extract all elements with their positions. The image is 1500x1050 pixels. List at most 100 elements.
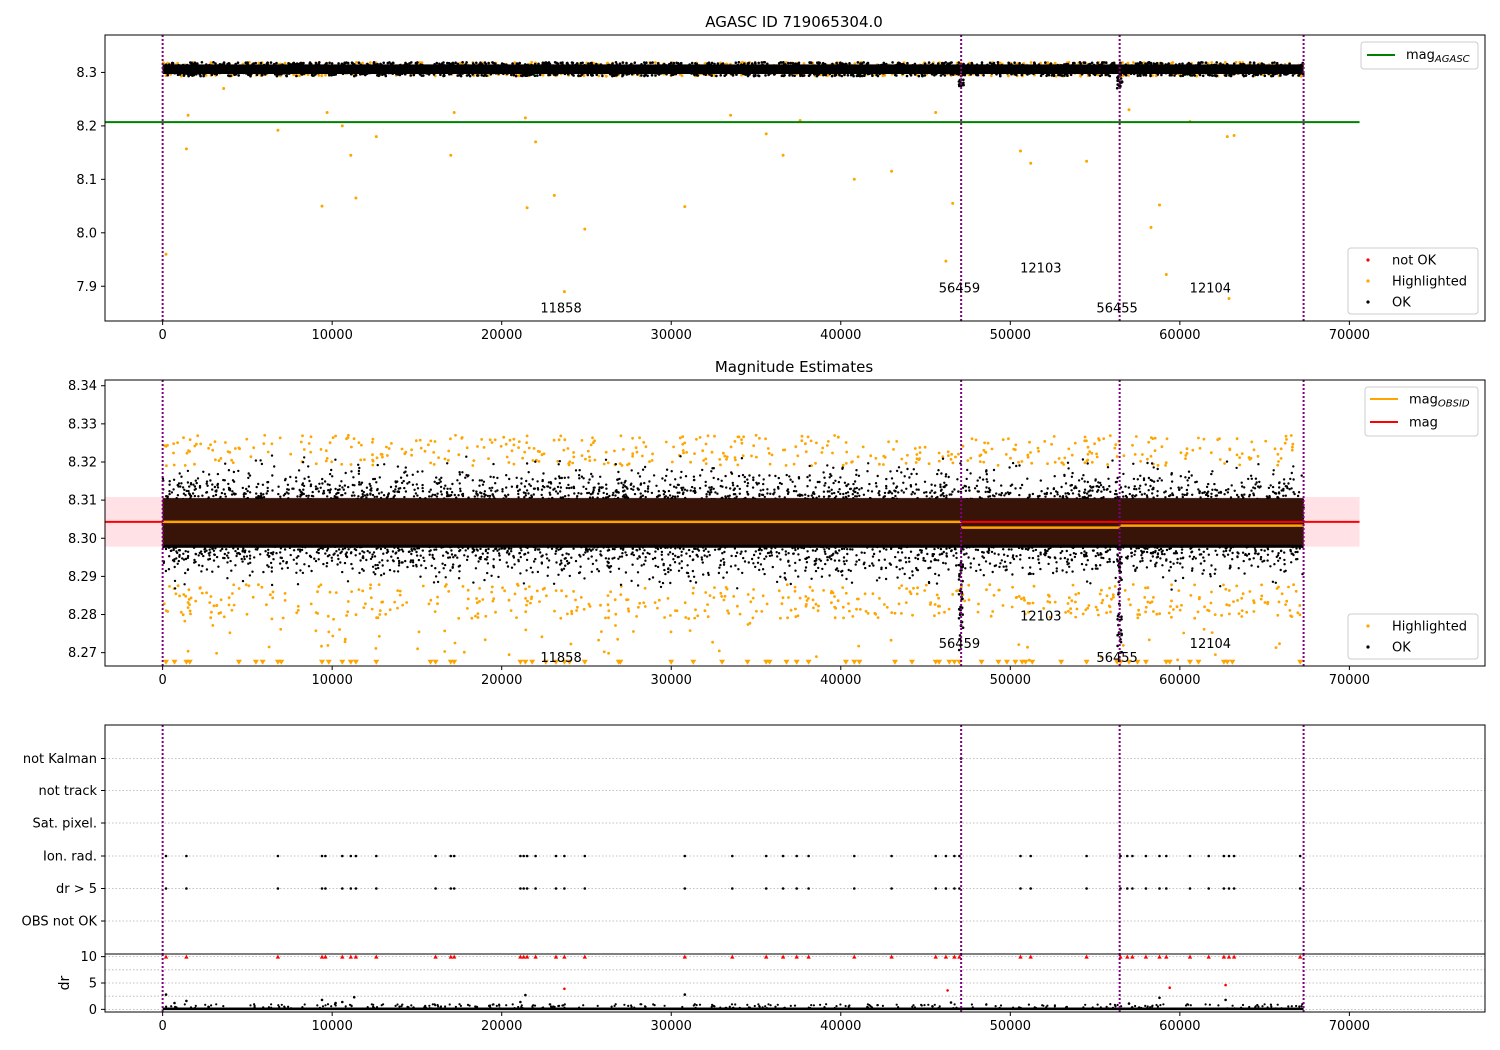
ok-point [760,66,763,70]
ok-point [325,65,329,68]
ok-point [581,61,584,65]
highlighted-point [606,461,610,465]
ok-point [354,72,357,75]
highlighted-point [752,588,755,591]
ok-point [1249,71,1253,75]
ok-point [680,64,684,67]
ok-point [982,74,985,77]
ok-point [900,63,903,66]
ok-point [1228,71,1231,74]
ok-point [359,63,363,67]
ok-point [788,74,791,77]
ok-point [611,74,615,77]
highlighted-point [638,436,641,440]
ok-point [534,68,538,71]
highlighted-point [490,590,494,594]
ok-point [909,74,913,77]
ok-point [275,552,278,555]
ok-point [375,495,379,498]
ok-point [475,61,478,65]
ok-point [1113,68,1117,71]
ok-point [196,477,200,480]
ok-point [266,63,270,67]
highlighted-point [470,616,474,620]
ok-point [346,61,350,65]
highlighted-point [1289,434,1293,437]
highlighted-point [1238,463,1242,467]
highlighted-point [1096,73,1100,77]
highlighted-point [262,442,266,445]
highlighted-point [249,455,253,459]
ok-point [235,64,238,68]
highlighted-point [301,434,304,438]
ok-point [824,73,827,77]
highlighted-point [863,592,867,596]
highlighted-point [401,603,404,607]
ok-point [923,69,927,72]
highlighted-point [1131,583,1135,586]
highlighted-point [475,601,479,605]
highlighted-point [885,605,889,609]
highlighted-point [410,453,413,457]
highlighted-point [642,601,646,605]
highlighted-point [1198,596,1201,599]
ok-point [879,63,883,67]
ok-point [340,63,344,67]
highlighted-point [1014,596,1018,599]
ok-point [587,62,590,65]
highlighted-point [1032,584,1036,588]
ok-point [467,73,471,77]
ok-point [745,73,749,76]
ok-point [738,68,742,72]
highlighted-point [540,635,544,639]
ok-point [797,553,800,556]
ok-point [965,68,969,71]
highlighted-point [951,201,955,205]
ok-point [766,71,769,74]
highlighted-point [830,601,833,605]
ok-point [822,65,825,68]
ok-point [950,69,953,73]
ok-point [409,68,412,72]
highlighted-point [326,614,330,618]
ok-point [572,74,575,77]
highlighted-point [385,445,388,449]
ok-point [500,62,504,65]
ok-point [1213,74,1216,77]
highlighted-point [691,591,695,595]
highlighted-point [637,605,640,609]
highlighted-point [350,445,353,449]
ok-point [386,61,390,65]
highlighted-point [815,441,818,445]
highlighted-point [1113,585,1117,588]
highlighted-point [1228,612,1231,616]
ok-point [730,69,734,73]
ok-point [1186,69,1189,73]
highlighted-point [354,613,358,617]
highlighted-point [559,434,563,438]
highlighted-point [866,612,870,615]
highlighted-point [986,441,990,445]
ok-point [870,490,874,493]
highlighted-point [447,590,451,593]
highlighted-point [1084,608,1088,612]
ok-point [1262,63,1265,66]
highlighted-point [626,463,629,467]
ok-point [635,68,638,72]
highlighted-point [1147,440,1151,444]
ok-point [357,65,361,68]
highlighted-point [719,463,722,467]
ok-point [1274,72,1277,76]
highlighted-point [1001,438,1005,441]
ok-point [178,472,181,475]
highlighted-point [804,442,807,446]
ok-point [961,63,965,66]
highlighted-point [738,612,742,616]
ok-point [937,559,940,562]
highlighted-point [251,595,255,599]
ok-point [553,61,557,64]
highlighted-point [770,453,774,457]
highlighted-point [227,603,231,607]
highlighted-point [761,594,765,598]
highlighted-point [913,447,917,450]
